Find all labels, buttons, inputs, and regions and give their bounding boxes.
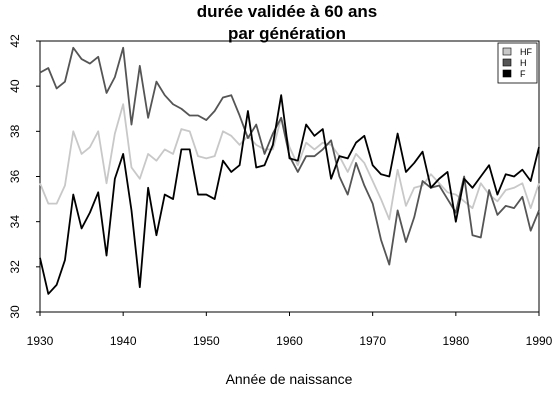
legend-label-h: H bbox=[520, 58, 527, 68]
legend-swatch-hf bbox=[502, 47, 512, 56]
legend-label-f: F bbox=[520, 69, 526, 79]
x-tick-label-1940: 1940 bbox=[110, 334, 137, 348]
legend-swatch-h bbox=[502, 58, 512, 67]
legend: HF H F bbox=[497, 42, 538, 84]
chart-title-line-1: durée validée à 60 ans bbox=[197, 2, 378, 21]
y-tick-label-32: 32 bbox=[8, 260, 22, 274]
y-tick-label-36: 36 bbox=[8, 170, 22, 184]
x-tick-label-1970: 1970 bbox=[359, 334, 386, 348]
x-tick-label-1950: 1950 bbox=[193, 334, 220, 348]
x-tick-label-1960: 1960 bbox=[276, 334, 303, 348]
x-tick-label-1990: 1990 bbox=[526, 334, 553, 348]
series-lines bbox=[39, 46, 540, 295]
series-line-f bbox=[39, 94, 540, 295]
y-tick-label-40: 40 bbox=[8, 79, 22, 93]
legend-swatch-f bbox=[502, 69, 512, 78]
y-tick-label-42: 42 bbox=[8, 34, 22, 48]
series-line-hf bbox=[39, 103, 540, 221]
legend-label-hf: HF bbox=[520, 47, 532, 57]
x-tick-label-1930: 1930 bbox=[27, 334, 54, 348]
y-tick-label-38: 38 bbox=[8, 124, 22, 138]
x-axis-label: Année de naissance bbox=[226, 371, 353, 387]
chart-title-line-2: par génération bbox=[228, 24, 346, 43]
y-tick-label-30: 30 bbox=[8, 305, 22, 319]
y-tick-label-34: 34 bbox=[8, 215, 22, 229]
x-tick-label-1980: 1980 bbox=[442, 334, 469, 348]
axes: 1930 1940 1950 1960 1970 1980 1990 30 32 34 36 38 40… bbox=[8, 34, 553, 348]
